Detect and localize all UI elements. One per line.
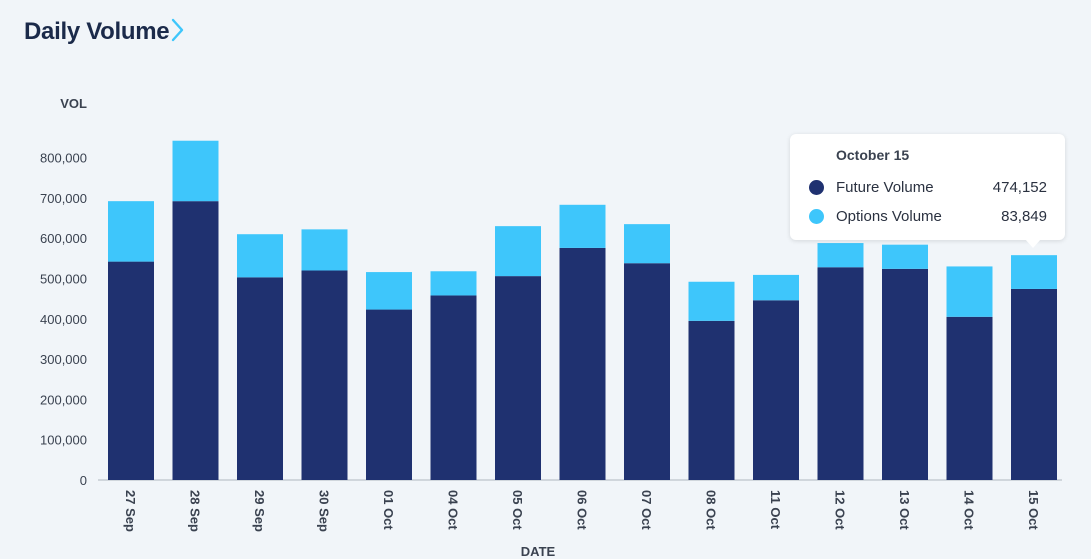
tooltip-title: October 15: [836, 147, 910, 163]
y-axis-ticks: 0 100,000 200,000 300,000 400,000 500,000 600,…: [40, 151, 87, 488]
x-axis-ticks: 27 Sep 28 Sep 29 Sep 30 Sep 01 Oct 04 Oct 05 O…: [123, 490, 1041, 532]
x-tick-label: 27 Sep: [123, 490, 138, 532]
bar-future-volume[interactable]: [817, 267, 864, 480]
bar-options-volume[interactable]: [624, 224, 670, 264]
bar-future-volume[interactable]: [559, 247, 606, 480]
bar-options-volume[interactable]: [817, 243, 864, 268]
y-tick-label: 500,000: [40, 272, 87, 287]
x-tick-label: 29 Sep: [252, 490, 267, 532]
tooltip: October 15 Future Volume 474,152 Options…: [790, 134, 1065, 240]
bars: [108, 140, 1057, 480]
bar-options-volume[interactable]: [430, 271, 477, 296]
y-tick-label: 100,000: [40, 433, 87, 448]
bar-options-volume[interactable]: [688, 281, 735, 321]
chevron-right-icon[interactable]: [171, 18, 185, 47]
tooltip-row-future: Future Volume 474,152: [809, 179, 1047, 196]
y-tick-label: 600,000: [40, 231, 87, 246]
tooltip-label: Options Volume: [836, 208, 942, 225]
future-volume-dot-icon: [809, 180, 824, 195]
options-volume-dot-icon: [809, 209, 824, 224]
bar-future-volume[interactable]: [301, 270, 348, 480]
x-tick-label: 07 Oct: [639, 490, 654, 530]
bar-options-volume[interactable]: [172, 140, 219, 202]
bar-future-volume[interactable]: [946, 316, 993, 480]
x-axis-label: DATE: [521, 544, 556, 559]
bar-options-volume[interactable]: [946, 266, 993, 317]
bar-options-volume[interactable]: [237, 234, 283, 278]
y-tick-label: 0: [80, 473, 87, 488]
x-tick-label: 14 Oct: [962, 490, 977, 530]
bar-future-volume[interactable]: [624, 263, 670, 480]
tooltip-row-options: Options Volume 83,849: [809, 208, 1047, 225]
x-tick-label: 12 Oct: [833, 490, 848, 530]
bar-options-volume[interactable]: [495, 226, 541, 277]
y-tick-label: 700,000: [40, 191, 87, 206]
bar-future-volume[interactable]: [430, 295, 477, 480]
x-tick-label: 08 Oct: [704, 490, 719, 530]
y-tick-label: 400,000: [40, 312, 87, 327]
x-tick-label: 30 Sep: [317, 490, 332, 532]
bar-future-volume[interactable]: [882, 268, 928, 480]
bar-future-volume[interactable]: [753, 300, 799, 480]
chart-header: Daily Volume: [24, 16, 185, 47]
bar-future-volume[interactable]: [688, 320, 735, 480]
y-tick-label: 300,000: [40, 352, 87, 367]
chart-title: Daily Volume: [24, 17, 170, 45]
x-tick-label: 15 Oct: [1026, 490, 1041, 530]
bar-options-volume[interactable]: [559, 204, 606, 248]
x-tick-label: 11 Oct: [768, 490, 783, 530]
bar-options-volume[interactable]: [108, 201, 154, 262]
tooltip-value: 83,849: [1001, 208, 1047, 225]
x-tick-label: 05 Oct: [510, 490, 525, 530]
bar-future-volume[interactable]: [366, 309, 412, 480]
bar-future-volume[interactable]: [108, 261, 154, 480]
y-tick-label: 800,000: [40, 151, 87, 166]
bar-future-volume[interactable]: [1011, 288, 1057, 480]
tooltip-arrow: [1025, 239, 1041, 248]
bar-options-volume[interactable]: [1011, 255, 1057, 289]
x-tick-label: 04 Oct: [446, 490, 461, 530]
y-tick-label: 200,000: [40, 392, 87, 407]
bar-future-volume[interactable]: [172, 201, 219, 480]
tooltip-label: Future Volume: [836, 179, 934, 196]
y-axis-label: VOL: [60, 96, 87, 111]
bar-options-volume[interactable]: [366, 272, 412, 310]
bar-options-volume[interactable]: [301, 229, 348, 271]
bar-future-volume[interactable]: [237, 277, 283, 480]
x-tick-label: 06 Oct: [575, 490, 590, 530]
x-tick-label: 28 Sep: [188, 490, 203, 532]
x-tick-label: 01 Oct: [381, 490, 396, 530]
x-tick-label: 13 Oct: [897, 490, 912, 530]
tooltip-value: 474,152: [992, 179, 1047, 196]
bar-future-volume[interactable]: [495, 276, 541, 480]
bar-options-volume[interactable]: [753, 274, 799, 301]
bar-options-volume[interactable]: [882, 244, 928, 269]
